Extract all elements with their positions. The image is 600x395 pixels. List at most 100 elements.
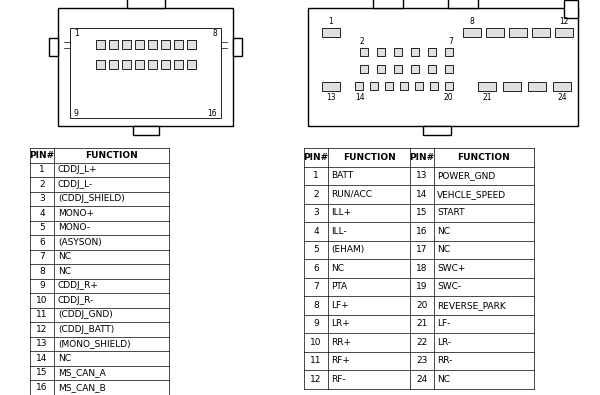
Bar	[148, 60, 157, 69]
Text: 17: 17	[416, 245, 428, 254]
Bar	[370, 82, 378, 90]
Text: 6: 6	[313, 264, 319, 273]
Text: 23: 23	[416, 356, 428, 365]
Bar	[478, 82, 496, 91]
Text: 14: 14	[416, 190, 428, 199]
Text: NC: NC	[437, 227, 450, 236]
Bar	[322, 28, 340, 37]
Text: SWC-: SWC-	[437, 282, 461, 291]
Bar	[377, 48, 385, 56]
Text: 3: 3	[313, 208, 319, 217]
Text: 19: 19	[416, 282, 428, 291]
Bar	[445, 65, 453, 73]
Text: 5: 5	[313, 245, 319, 254]
Text: NC: NC	[58, 354, 71, 363]
Text: 15: 15	[36, 368, 48, 377]
Text: 1: 1	[329, 17, 334, 26]
Text: 2: 2	[39, 180, 45, 189]
Text: 1: 1	[313, 171, 319, 180]
Bar	[187, 60, 196, 69]
Text: 14: 14	[355, 93, 365, 102]
Text: 9: 9	[313, 319, 319, 328]
Text: (CDDJ_SHIELD): (CDDJ_SHIELD)	[58, 194, 125, 203]
Text: 7: 7	[39, 252, 45, 261]
Text: 5: 5	[39, 223, 45, 232]
Text: ILL+: ILL+	[331, 208, 351, 217]
Text: 8: 8	[313, 301, 319, 310]
Text: PTA: PTA	[331, 282, 347, 291]
Text: 21: 21	[482, 93, 492, 102]
Text: NC: NC	[437, 375, 450, 384]
Text: 16: 16	[36, 383, 48, 392]
Bar	[528, 82, 546, 91]
Text: NC: NC	[58, 267, 71, 276]
Text: 12: 12	[37, 325, 47, 334]
Text: VEHCLE_SPEED: VEHCLE_SPEED	[437, 190, 506, 199]
Bar	[445, 82, 453, 90]
Text: BATT: BATT	[331, 171, 353, 180]
Text: 8: 8	[39, 267, 45, 276]
Text: CDDJ_L-: CDDJ_L-	[58, 180, 93, 189]
Text: POWER_GND: POWER_GND	[437, 171, 495, 180]
Bar	[355, 82, 363, 90]
Text: 21: 21	[416, 319, 428, 328]
Bar	[415, 82, 423, 90]
Bar	[445, 48, 453, 56]
Text: 13: 13	[326, 93, 336, 102]
Bar	[373, 0, 403, 8]
Text: 13: 13	[416, 171, 428, 180]
Text: 18: 18	[416, 264, 428, 273]
Text: MONO-: MONO-	[58, 223, 90, 232]
Bar	[134, 60, 143, 69]
Bar	[509, 28, 527, 37]
Bar	[360, 48, 368, 56]
Bar	[173, 40, 182, 49]
Bar	[161, 40, 170, 49]
Bar	[95, 60, 104, 69]
Text: MONO+: MONO+	[58, 209, 94, 218]
Bar	[377, 65, 385, 73]
Text: (MONO_SHIELD): (MONO_SHIELD)	[58, 339, 131, 348]
Bar	[360, 65, 368, 73]
Bar	[463, 28, 481, 37]
Text: RR+: RR+	[331, 338, 351, 347]
Text: PIN#: PIN#	[29, 151, 55, 160]
Text: LR-: LR-	[437, 338, 451, 347]
Text: ILL-: ILL-	[331, 227, 347, 236]
Text: SWC+: SWC+	[437, 264, 466, 273]
Bar	[532, 28, 550, 37]
Text: 10: 10	[310, 338, 322, 347]
Bar	[58, 8, 233, 126]
Bar	[428, 65, 436, 73]
Text: (EHAM): (EHAM)	[331, 245, 364, 254]
Bar	[430, 82, 438, 90]
Text: 15: 15	[416, 208, 428, 217]
Text: NC: NC	[58, 252, 71, 261]
Text: 8: 8	[212, 30, 217, 38]
Text: 24: 24	[416, 375, 428, 384]
Bar	[411, 48, 419, 56]
Bar	[385, 82, 393, 90]
Bar	[161, 60, 170, 69]
Text: 11: 11	[36, 310, 48, 319]
Bar	[394, 65, 402, 73]
Bar	[173, 60, 182, 69]
Bar	[148, 40, 157, 49]
Bar	[109, 40, 118, 49]
Text: LR+: LR+	[331, 319, 350, 328]
Bar	[322, 82, 340, 91]
Bar	[411, 65, 419, 73]
Text: 13: 13	[36, 339, 48, 348]
Text: CDDJ_R+: CDDJ_R+	[58, 281, 99, 290]
Bar	[428, 48, 436, 56]
Bar	[121, 40, 131, 49]
Text: (ASYSON): (ASYSON)	[58, 238, 102, 247]
Text: 1: 1	[74, 30, 79, 38]
Text: 1: 1	[39, 165, 45, 174]
Text: MS_CAN_A: MS_CAN_A	[58, 368, 106, 377]
Text: 14: 14	[37, 354, 47, 363]
Bar	[503, 82, 521, 91]
Text: FUNCTION: FUNCTION	[458, 153, 511, 162]
Text: PIN#: PIN#	[304, 153, 329, 162]
Text: 2: 2	[360, 37, 365, 46]
